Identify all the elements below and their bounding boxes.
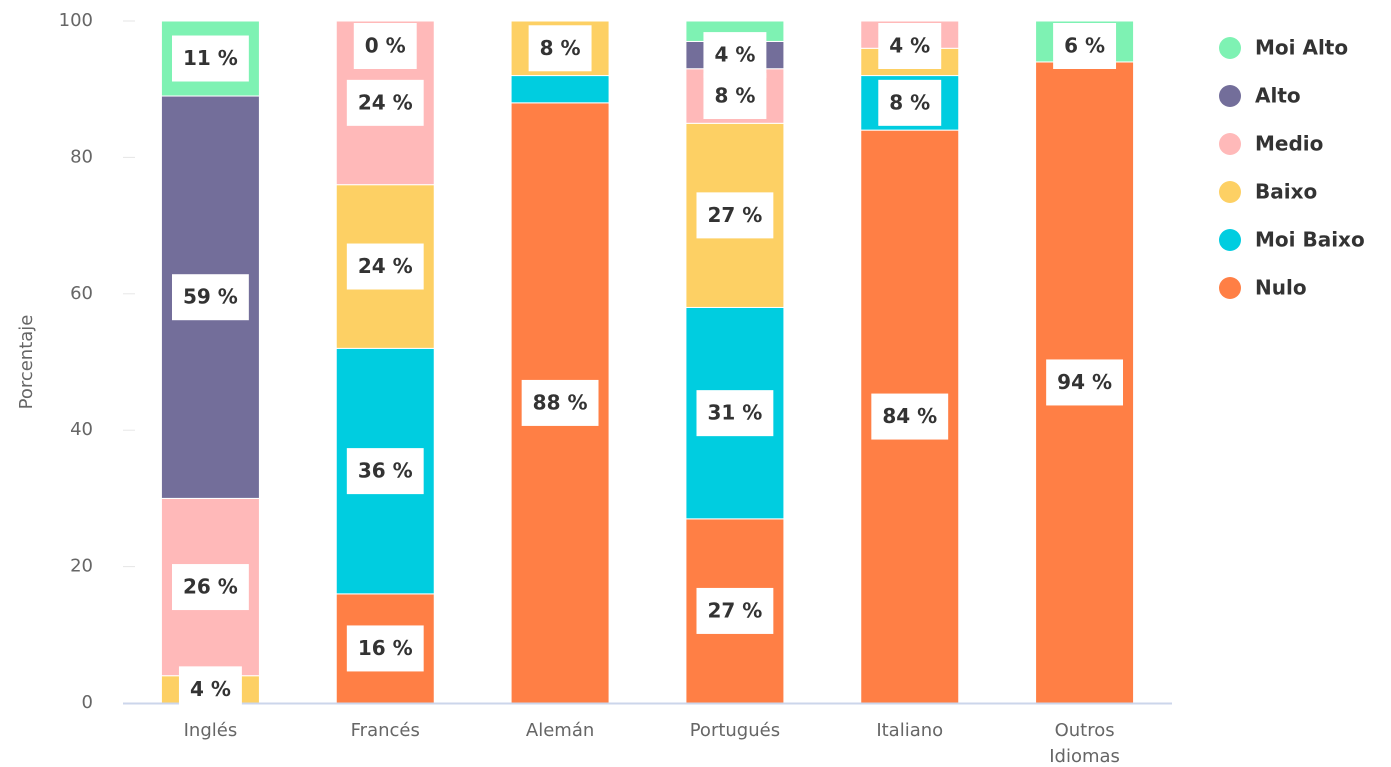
value-label-box [703,73,767,120]
value-label: 11 % [183,46,238,70]
x-tick-label: Outros Idiomas [1049,720,1120,767]
x-tick-label-line: Idiomas [1049,746,1120,767]
value-label: 94 % [1057,370,1112,394]
value-label: 16 % [358,636,413,660]
value-label: 27 % [707,203,762,227]
value-label-box [878,23,942,69]
y-axis-label: Porcentaje [16,315,37,410]
y-tick-label: 100 [59,10,93,31]
y-tick-label: 80 [70,146,93,167]
legend-label: Nulo [1255,276,1307,300]
value-label-box [1046,359,1124,406]
x-tick-label: Italiano [876,720,943,741]
value-label-box [346,243,424,290]
value-label: 31 % [707,401,762,425]
value-label-box [1053,23,1117,69]
value-label: 84 % [882,404,937,428]
value-label: 27 % [707,598,762,622]
value-label-box [171,35,249,82]
y-tick-label: 40 [70,419,93,440]
value-label: 8 % [714,84,755,108]
legend-label: Moi Alto [1255,36,1348,60]
x-tick-label: Portugués [690,720,780,741]
value-label: 8 % [889,90,930,114]
value-label-box [528,25,592,72]
legend-label: Baixo [1255,180,1317,204]
value-label-box [178,666,242,713]
value-label-box [171,274,249,321]
legend-marker [1219,133,1241,155]
value-label-box [703,32,767,79]
value-label: 24 % [358,90,413,114]
value-label-box [696,192,774,239]
value-label-box [696,390,774,437]
x-tick-label: Francés [351,720,420,741]
legend-label: Alto [1255,84,1301,108]
value-label: 24 % [358,254,413,278]
value-label: 36 % [358,459,413,483]
legend-marker [1219,229,1241,251]
legend-label: Medio [1255,132,1323,156]
value-label-box [171,564,249,611]
value-label-box [878,79,942,126]
value-label-box [346,79,424,126]
value-label: 26 % [183,575,238,599]
value-label-box [346,625,424,672]
value-label: 8 % [540,36,581,60]
bar-segment [510,75,610,104]
legend-marker [1219,181,1241,203]
value-label-box [353,23,417,69]
value-label-box [696,587,774,634]
x-tick-label-line: Outros [1055,720,1115,741]
legend-label: Moi Baixo [1255,228,1365,252]
x-tick-label: Inglés [184,720,238,741]
y-tick-label: 0 [82,692,93,713]
value-label: 0 % [365,34,406,58]
value-label: 4 % [714,43,755,67]
value-label: 88 % [533,390,588,414]
value-label: 4 % [889,34,930,58]
legend-marker [1219,277,1241,299]
legend-marker [1219,85,1241,107]
legend-marker [1219,37,1241,59]
y-tick-label: 20 [70,556,93,577]
value-label: 59 % [183,285,238,309]
value-label-box [871,393,949,440]
value-label-box [346,448,424,495]
value-label: 4 % [190,677,231,701]
value-label: 6 % [1064,34,1105,58]
x-tick-label: Alemán [526,720,594,741]
y-tick-label: 60 [70,283,93,304]
value-label-box [521,379,599,426]
